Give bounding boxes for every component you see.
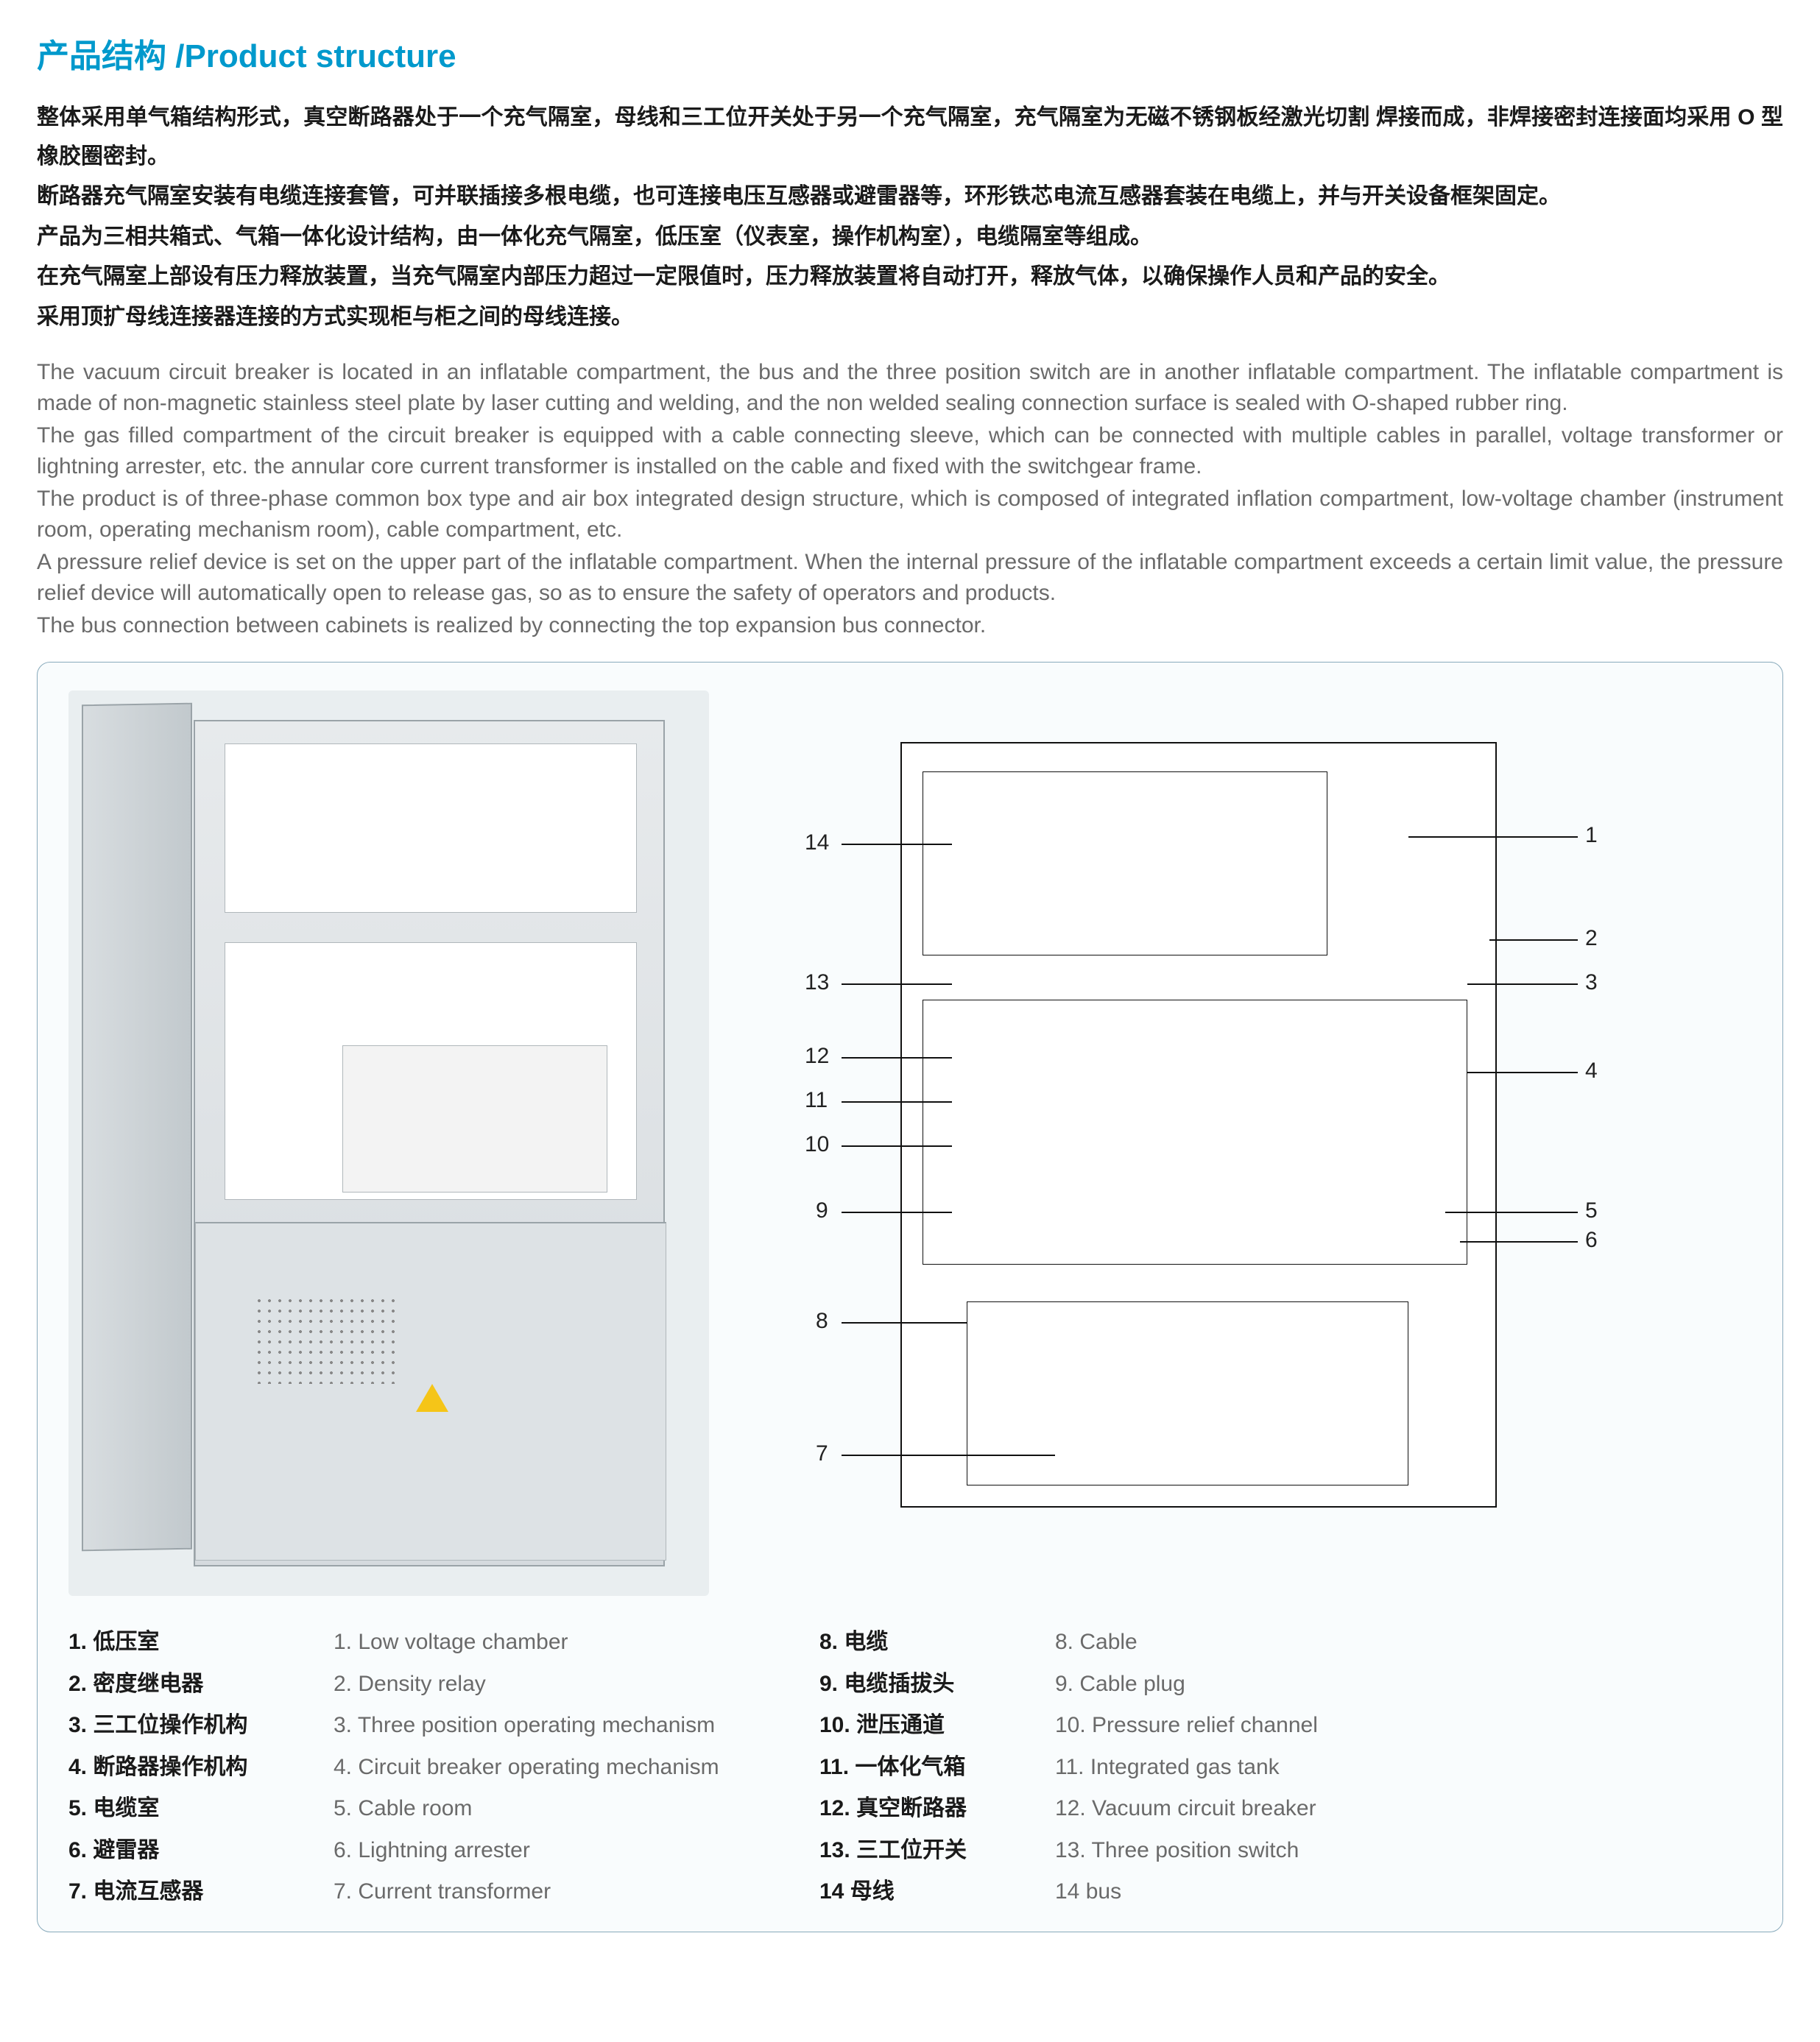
diagram-callout-13: 13	[805, 970, 829, 995]
legend-cn-4: 4. 断路器操作机构	[68, 1750, 319, 1785]
para-cn-2: 断路器充气隔室安装有电缆连接套管，可并联插接多根电缆，也可连接电压互感器或避雷器…	[37, 177, 1783, 216]
diagram-callout-12: 12	[805, 1044, 829, 1069]
diagram-callout-7: 7	[816, 1441, 828, 1466]
legend-en-12: 12. Vacuum circuit breaker	[1055, 1792, 1423, 1826]
para-cn-3: 产品为三相共箱式、气箱一体化设计结构，由一体化充气隔室，低压室（仪表室，操作机构…	[37, 218, 1783, 257]
figure-images-row: 1413121110987123456	[68, 690, 1752, 1596]
para-en-1: The vacuum circuit breaker is located in…	[37, 357, 1783, 419]
diagram-callout-8: 8	[816, 1309, 828, 1334]
diagram-callout-9: 9	[816, 1198, 828, 1223]
legend-en-13: 13. Three position switch	[1055, 1834, 1423, 1868]
legend-cn-8: 8. 电缆	[819, 1625, 1040, 1660]
legend-en-3: 3. Three position operating mechanism	[334, 1709, 805, 1743]
page-title: 产品结构 /Product structure	[37, 29, 1783, 77]
chinese-description: 整体采用单气箱结构形式，真空断路器处于一个充气隔室，母线和三工位开关处于另一个充…	[37, 99, 1783, 336]
diagram-callout-6: 6	[1585, 1228, 1598, 1253]
legend-en-9: 9. Cable plug	[1055, 1667, 1423, 1702]
legend-table: 1. 低压室 1. Low voltage chamber 8. 电缆 8. Cabl…	[68, 1625, 1752, 1909]
legend-cn-7: 7. 电流互感器	[68, 1875, 319, 1909]
figure-panel: 1413121110987123456 1. 低压室1. Low voltage…	[37, 662, 1783, 1932]
legend-cn-12: 12. 真空断路器	[819, 1792, 1040, 1826]
legend-cn-9: 9. 电缆插拔头	[819, 1667, 1040, 1702]
diagram-callout-11: 11	[805, 1088, 828, 1113]
para-cn-1: 整体采用单气箱结构形式，真空断路器处于一个充气隔室，母线和三工位开关处于另一个充…	[37, 99, 1783, 176]
para-cn-4: 在充气隔室上部设有压力释放装置，当充气隔室内部压力超过一定限值时，压力释放装置将…	[37, 258, 1783, 297]
diagram-callout-5: 5	[1585, 1198, 1598, 1223]
para-en-4: A pressure relief device is set on the u…	[37, 547, 1783, 609]
legend-en-4: 4. Circuit breaker operating mechanism	[334, 1750, 805, 1785]
para-en-5: The bus connection between cabinets is r…	[37, 610, 1783, 641]
english-description: The vacuum circuit breaker is located in…	[37, 357, 1783, 641]
legend-cn-13: 13. 三工位开关	[819, 1834, 1040, 1868]
legend-cn-3: 3. 三工位操作机构	[68, 1709, 319, 1743]
para-en-3: The product is of three-phase common box…	[37, 484, 1783, 545]
diagram-callout-14: 14	[805, 830, 829, 855]
legend-en-1: 1. Low voltage chamber	[334, 1625, 805, 1660]
legend-en-2: 2. Density relay	[334, 1667, 805, 1702]
legend-en-7: 7. Current transformer	[334, 1875, 805, 1909]
diagram-callout-3: 3	[1585, 970, 1598, 995]
para-en-2: The gas filled compartment of the circui…	[37, 420, 1783, 482]
legend-cn-2: 2. 密度继电器	[68, 1667, 319, 1702]
product-photo	[68, 690, 709, 1596]
legend-en-5: 5. Cable room	[334, 1792, 805, 1826]
legend-en-6: 6. Lightning arrester	[334, 1834, 805, 1868]
legend-cn-11: 11. 一体化气箱	[819, 1750, 1040, 1785]
legend-cn-5: 5. 电缆室	[68, 1792, 319, 1826]
legend-en-8: 8. Cable	[1055, 1625, 1423, 1660]
structure-diagram: 1413121110987123456	[761, 727, 1752, 1574]
diagram-callout-1: 1	[1585, 823, 1598, 848]
diagram-callout-4: 4	[1585, 1059, 1598, 1084]
legend-cn-1: 1. 低压室	[68, 1625, 319, 1660]
diagram-callout-10: 10	[805, 1132, 829, 1157]
para-cn-5: 采用顶扩母线连接器连接的方式实现柜与柜之间的母线连接。	[37, 298, 1783, 337]
legend-en-11: 11. Integrated gas tank	[1055, 1750, 1423, 1785]
legend-cn-6: 6. 避雷器	[68, 1834, 319, 1868]
legend-en-14: 14 bus	[1055, 1875, 1423, 1909]
legend-en-10: 10. Pressure relief channel	[1055, 1709, 1423, 1743]
legend-cn-14: 14 母线	[819, 1875, 1040, 1909]
legend-cn-10: 10. 泄压通道	[819, 1709, 1040, 1743]
diagram-callout-2: 2	[1585, 926, 1598, 951]
